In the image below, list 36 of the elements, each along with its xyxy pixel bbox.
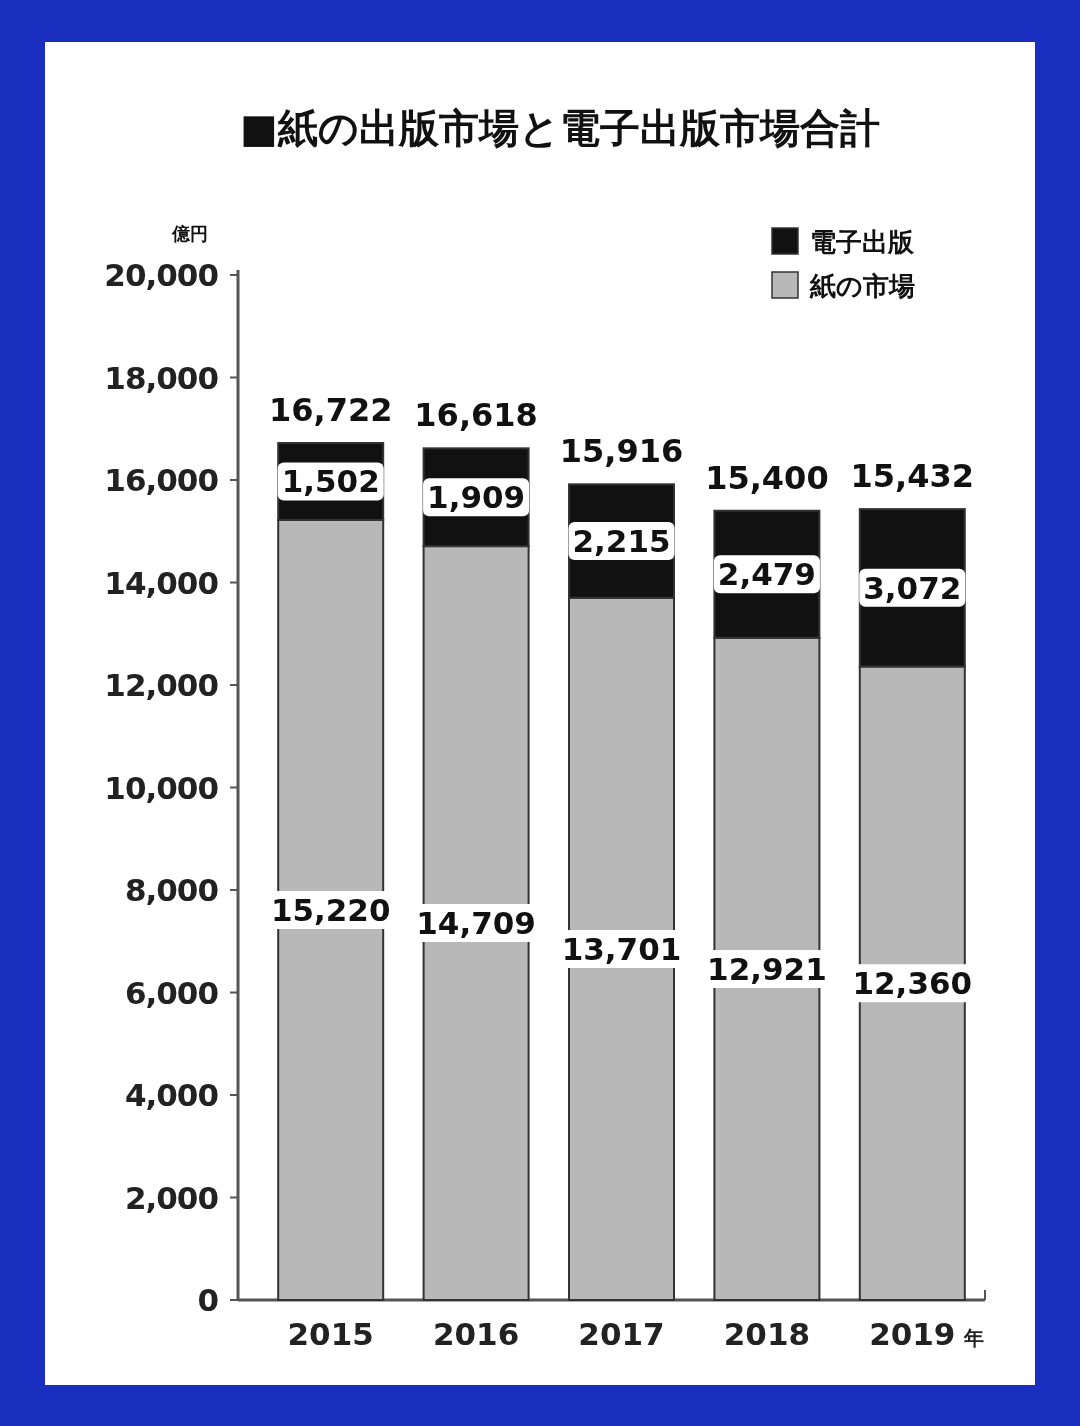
- x-tick-label: 2016: [432, 1316, 520, 1352]
- x-tick-label: 2017: [578, 1316, 665, 1352]
- x-tick-label: 2019: [869, 1316, 956, 1352]
- y-tick-label: 12,000: [104, 667, 219, 703]
- total-label: 16,618: [414, 396, 538, 435]
- data-label: 1,909: [427, 479, 526, 516]
- data-label: 15,220: [270, 891, 391, 928]
- data-label: 13,701: [561, 930, 682, 967]
- data-label: 14,709: [416, 905, 536, 942]
- y-tick-label: 20,000: [104, 257, 219, 293]
- y-axis-title: 億円: [171, 223, 208, 244]
- chart-title: ■紙の出版市場と電子出版市場合計: [240, 105, 880, 151]
- y-tick-label: 2,000: [124, 1179, 219, 1216]
- y-tick-label: 6,000: [124, 974, 219, 1011]
- y-tick-label: 16,000: [104, 462, 219, 498]
- total-label: 15,432: [850, 457, 975, 496]
- total-label: 15,400: [705, 458, 829, 497]
- data-label: 12,921: [707, 950, 827, 987]
- data-label: 2,479: [717, 556, 816, 593]
- total-label: 16,722: [268, 391, 393, 429]
- y-tick-label: 18,000: [104, 359, 219, 396]
- y-tick-label: 10,000: [104, 769, 219, 806]
- x-axis-title: 年: [963, 1326, 985, 1350]
- legend-label: 紙の市場: [809, 271, 915, 301]
- data-label: 2,215: [572, 523, 671, 560]
- y-tick-label: 4,000: [124, 1077, 219, 1113]
- data-label: 12,360: [852, 965, 973, 1002]
- total-label: 15,916: [559, 432, 684, 471]
- y-tick-label: 8,000: [124, 872, 219, 908]
- x-tick-label: 2018: [723, 1316, 811, 1352]
- x-tick-label: 2015: [287, 1316, 374, 1352]
- y-tick-label: 14,000: [104, 564, 219, 601]
- data-label: 3,072: [863, 569, 962, 606]
- data-label: 1,502: [281, 463, 380, 500]
- y-tick-label: 0: [197, 1282, 219, 1318]
- legend-label: 電子出版: [810, 227, 915, 257]
